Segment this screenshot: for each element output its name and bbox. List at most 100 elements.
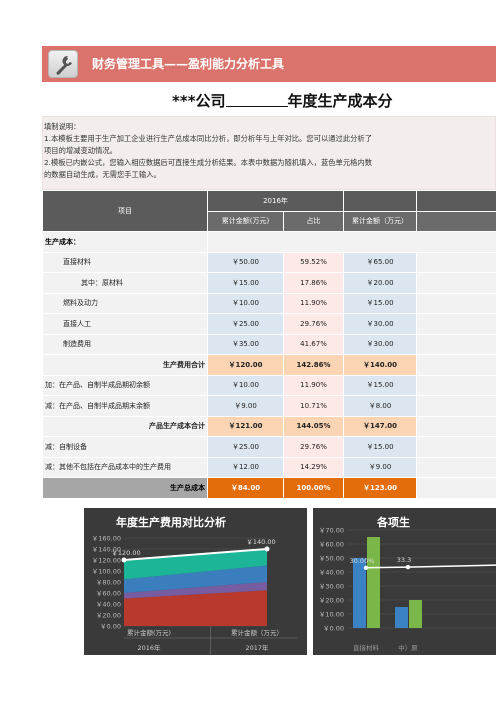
x-group-label: 2017年 <box>245 643 269 652</box>
amount-2016-cell[interactable]: ￥12.00 <box>207 456 284 478</box>
empty-cell <box>416 395 496 417</box>
expense-area-chart: 年度生产费用对比分析 ￥0.00 ￥20.00 ￥40.00 ￥60.00 ￥80.00… <box>84 508 307 655</box>
amount-next-cell[interactable]: ￥123.00 <box>343 477 418 499</box>
page-title: ***公司 年度生产成本分 <box>172 90 393 111</box>
table-row: 减：其他不包括在产品成本中的生产费用 ￥12.00 14.29% ￥9.00 <box>42 456 496 478</box>
line-point <box>405 564 411 570</box>
share-cell[interactable]: 29.76% <box>282 313 345 335</box>
x-group-label: 2016年 <box>137 643 161 652</box>
amount-2016-cell[interactable]: ￥35.00 <box>207 333 284 355</box>
y-tick-label: ￥40.00 <box>319 569 344 577</box>
empty-cell <box>416 333 496 355</box>
header-amount-next: 累计金额（万元） <box>343 210 418 232</box>
header-extra <box>416 190 496 212</box>
header-item: 项目 <box>42 190 208 232</box>
header-share: 占比 <box>282 210 345 232</box>
table-row: 直接人工 ￥25.00 29.76% ￥30.00 <box>42 313 496 335</box>
share-cell[interactable]: 59.52% <box>282 251 345 273</box>
y-tick-label: ￥20.00 <box>319 597 344 605</box>
banner-title: 财务管理工具——盈利能力分析工具 <box>92 57 285 71</box>
table-row: 直接材料 ￥50.00 59.52% ￥65.00 <box>42 251 496 273</box>
y-tick-label: ￥70.00 <box>319 527 344 535</box>
amount-next-cell[interactable]: ￥30.00 <box>343 313 418 335</box>
bar-1-1 <box>409 600 422 628</box>
amount-next-cell[interactable]: ￥147.00 <box>343 415 418 437</box>
share-cell[interactable]: 11.90% <box>282 292 345 314</box>
empty-cell <box>416 354 496 376</box>
row-label: 制造费用 <box>42 333 208 355</box>
table-row: 生产总成本 ￥84.00 100.00% ￥123.00 <box>42 477 496 499</box>
amount-2016-cell[interactable]: ￥25.00 <box>207 313 284 335</box>
share-cell[interactable]: 142.86% <box>282 354 345 376</box>
table-row: 减：自制设备 ￥25.00 29.76% ￥15.00 <box>42 436 496 458</box>
amount-next-cell[interactable]: ￥30.00 <box>343 333 418 355</box>
row-label: 减：其他不包括在产品成本中的生产费用 <box>42 456 208 478</box>
amount-2016-cell[interactable]: ￥120.00 <box>207 354 284 376</box>
bar-0-1 <box>395 607 408 628</box>
empty-cell <box>416 456 496 478</box>
wrench-icon <box>48 50 78 78</box>
amount-next-cell[interactable]: ￥65.00 <box>343 251 418 273</box>
amount-next-cell[interactable]: ￥9.00 <box>343 456 418 478</box>
amount-2016-cell[interactable]: ￥10.00 <box>207 374 284 396</box>
page-title-suffix: 年度生产成本分 <box>287 92 393 110</box>
items-bar-chart: 各项生 ￥0.00 ￥10.00 ￥20.00 ￥30.00 ￥40.00 ￥50.00 ￥… <box>313 508 496 655</box>
amount-2016-cell[interactable]: ￥50.00 <box>207 251 284 273</box>
amount-next-cell[interactable]: ￥15.00 <box>343 374 418 396</box>
data-label: ￥120.00 <box>111 549 140 557</box>
share-cell[interactable]: 29.76% <box>282 436 345 458</box>
amount-2016-cell[interactable]: ￥121.00 <box>207 415 284 437</box>
area-series-3 <box>124 549 267 580</box>
data-label: ￥140.00 <box>246 538 275 546</box>
amount-next-cell[interactable]: ￥8.00 <box>343 395 418 417</box>
y-tick-label: ￥40.00 <box>96 601 121 609</box>
table-row: 生产费用合计 ￥120.00 142.86% ￥140.00 <box>42 354 496 376</box>
amount-next-cell[interactable]: ￥20.00 <box>343 272 418 294</box>
x-category-label: 直接材料 <box>353 643 380 652</box>
row-label: 生产费用合计 <box>42 354 208 376</box>
amount-2016-cell[interactable]: ￥15.00 <box>207 272 284 294</box>
y-tick-label: ￥0.00 <box>323 625 344 633</box>
bar-0-0 <box>353 558 366 628</box>
cost-table: 项目 2016年 累计金额(万元) 占比 累计金额（万元） 生产成本： 直接材料… <box>42 190 496 499</box>
empty-cell <box>416 436 496 458</box>
share-cell[interactable]: 10.71% <box>282 395 345 417</box>
note-line: 填制说明： <box>44 122 81 131</box>
y-tick-label: ￥30.00 <box>319 583 344 591</box>
note-line: 项目的增减变动情况。 <box>44 146 117 155</box>
total-line <box>123 548 268 561</box>
area-series-0 <box>124 590 267 626</box>
y-tick-label: ￥60.00 <box>319 541 344 549</box>
y-tick-label: ￥100.00 <box>92 568 121 576</box>
amount-next-cell[interactable]: ￥15.00 <box>343 436 418 458</box>
y-tick-label: ￥120.00 <box>92 557 121 565</box>
empty-cell <box>416 415 496 437</box>
company-blank-field[interactable] <box>225 93 288 107</box>
y-tick-label: ￥10.00 <box>319 611 344 619</box>
table-row: 产品生产成本合计 ￥121.00 144.05% ￥147.00 <box>42 415 496 437</box>
amount-2016-cell[interactable]: ￥84.00 <box>207 477 284 499</box>
amount-2016-cell[interactable]: ￥10.00 <box>207 292 284 314</box>
amount-2016-cell[interactable]: ￥9.00 <box>207 395 284 417</box>
share-cell[interactable]: 14.29% <box>282 456 345 478</box>
header-amount-2016: 累计金额(万元) <box>207 210 284 232</box>
row-label: 燃料及动力 <box>42 292 208 314</box>
section-label: 生产成本： <box>42 231 208 253</box>
instructions-panel: 填制说明： 1.本模板主要用于生产加工企业进行生产总成本同比分析，即分析年与上年… <box>42 116 496 190</box>
share-cell[interactable]: 11.90% <box>282 374 345 396</box>
share-cell[interactable]: 17.86% <box>282 272 345 294</box>
share-cell[interactable]: 144.05% <box>282 415 345 437</box>
bar-1-0 <box>367 537 380 628</box>
empty-cell <box>416 292 496 314</box>
area-series-1 <box>124 582 267 599</box>
empty-cell <box>416 477 496 499</box>
row-label: 减：在产品、自制半成品期末余额 <box>42 395 208 417</box>
share-cell[interactable]: 41.67% <box>282 333 345 355</box>
amount-2016-cell[interactable]: ￥25.00 <box>207 436 284 458</box>
amount-next-cell[interactable]: ￥140.00 <box>343 354 418 376</box>
amount-next-cell[interactable]: ￥15.00 <box>343 292 418 314</box>
table-row: 燃料及动力 ￥10.00 11.90% ￥15.00 <box>42 292 496 314</box>
x-category-label: 累计金额（万元） <box>231 628 283 637</box>
share-line <box>365 564 496 569</box>
share-cell[interactable]: 100.00% <box>282 477 345 499</box>
